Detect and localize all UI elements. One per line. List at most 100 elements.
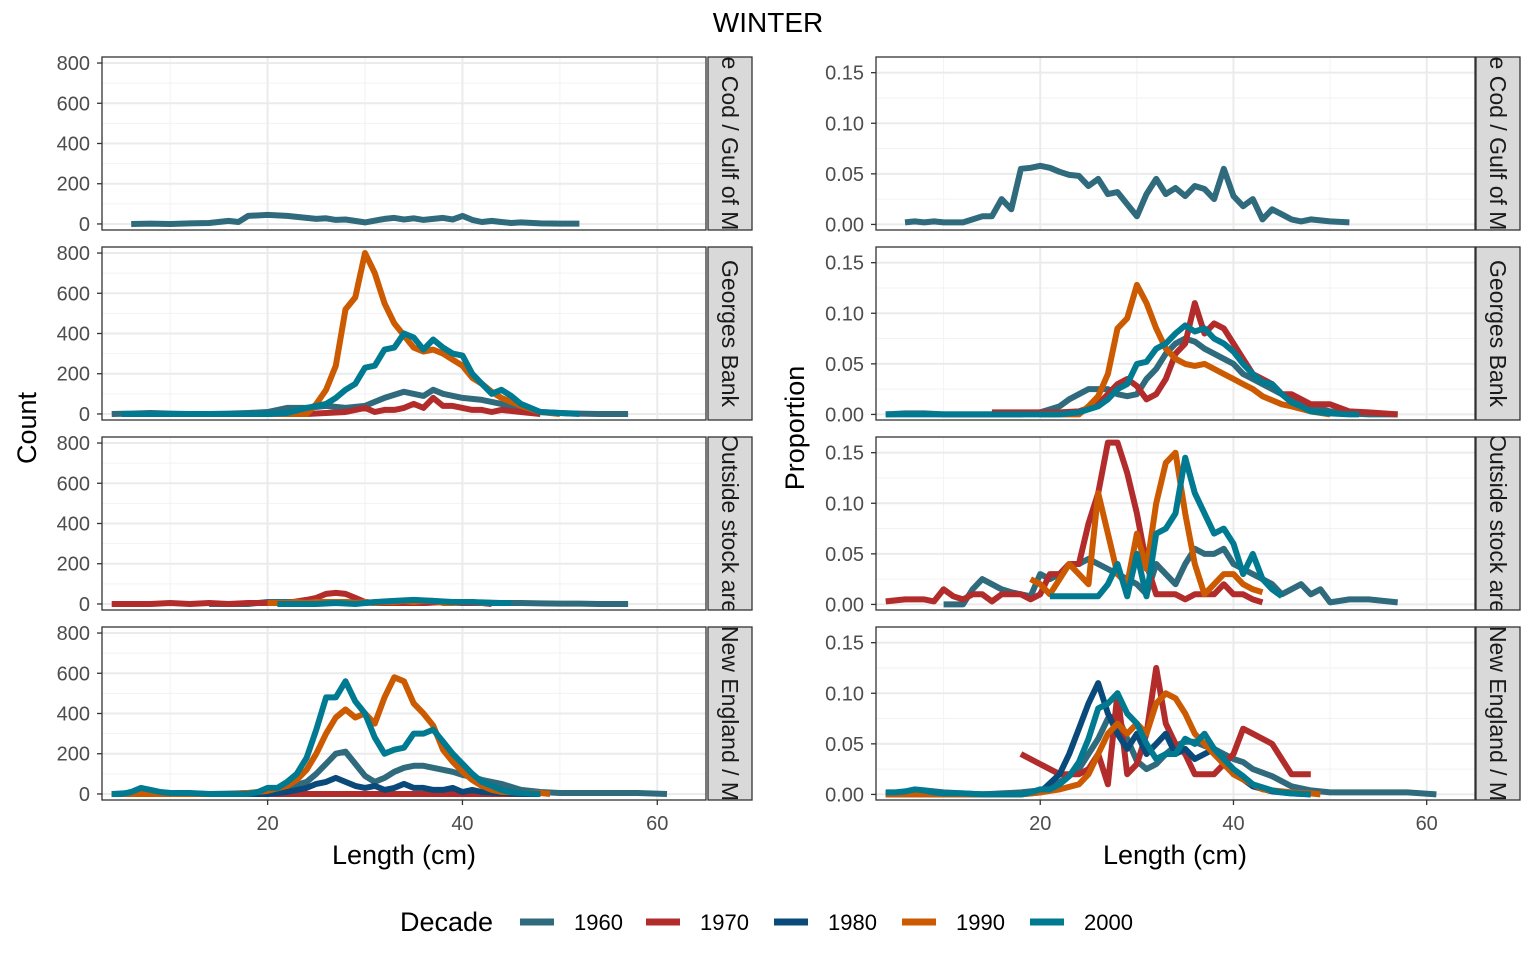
facet-strip-text-wrap: New England / M: [717, 626, 743, 801]
panel-border: [875, 626, 1476, 801]
facet-panel-proportion-1: 0.00 0.05 0.10 0.15 Georges Bank: [825, 246, 1521, 426]
y-tick-label: 600: [57, 473, 90, 495]
legend-label-1980: 1980: [828, 910, 877, 935]
y-tick-label: 0.05: [825, 354, 864, 376]
y-tick-label: 200: [57, 364, 90, 386]
y-tick-label: 800: [57, 623, 90, 645]
x-tick-label: 40: [1222, 813, 1244, 835]
series-line-2000: [1049, 454, 1284, 600]
facet-strip-text-wrap: e Cod / Gulf of M: [717, 57, 743, 231]
plot-background: [876, 57, 1475, 230]
facet-strip-background: [707, 246, 753, 421]
facet-strip-label: Outside stock are: [1485, 434, 1511, 613]
y-tick-label: 0.00: [825, 214, 864, 236]
y-tick-label: 200: [57, 554, 90, 576]
facet-strip-label: e Cod / Gulf of M: [717, 57, 743, 231]
facet-strip: New England / M: [1475, 626, 1521, 801]
x-tick-label: 60: [646, 813, 668, 835]
series-line-1990: [1040, 281, 1331, 418]
y-tick-label: 600: [57, 283, 90, 305]
y-tick-label: 200: [57, 174, 90, 196]
y-tick-label: 800: [57, 433, 90, 455]
x-tick-label: 20: [1029, 813, 1051, 835]
legend-item-1960: 1960: [520, 910, 623, 935]
series-line-2000: [277, 596, 512, 607]
facet-panel-proportion-2: 0.00 0.05 0.10 0.15 Outside stock are: [825, 434, 1521, 616]
panel-border: [875, 436, 1476, 611]
y-tick-label: 800: [57, 243, 90, 265]
panel-border: [875, 246, 1476, 421]
facet-strip-background: [707, 436, 753, 611]
x-tick-label: 40: [451, 813, 473, 835]
facet-panel-proportion-0: 0.00 0.05 0.10 0.15 e Cod / Gulf of M: [825, 56, 1521, 236]
facet-strip-background: [1475, 626, 1521, 801]
facet-strip-label: Georges Bank: [1485, 260, 1511, 408]
x-axis-label-proportion: Length (cm): [1103, 840, 1247, 870]
facet-strip-text-wrap: Outside stock are: [1485, 434, 1511, 613]
facet-strip-text-wrap: New England / M: [1485, 626, 1511, 801]
y-tick-label: 800: [57, 53, 90, 75]
y-tick-label: 0.10: [825, 113, 864, 135]
y-tick-label: 0.00: [825, 784, 864, 806]
series-line-1960: [131, 211, 580, 227]
facet-strip: Outside stock are: [1475, 434, 1521, 613]
y-tick-label: 0.05: [825, 734, 864, 756]
facet-strip: New England / M: [707, 626, 753, 801]
facet-strip: Georges Bank: [707, 246, 753, 421]
facet-strip: e Cod / Gulf of M: [1475, 56, 1521, 231]
x-axis-label-count: Length (cm): [332, 840, 476, 870]
y-tick-label: 0.15: [825, 253, 864, 275]
series-line-2000: [885, 322, 1360, 418]
legend-item-1980: 1980: [774, 910, 877, 935]
legend-label-1990: 1990: [956, 910, 1005, 935]
facet-strip-text-wrap: Georges Bank: [1485, 260, 1511, 408]
facet-strip-background: [707, 626, 753, 801]
y-tick-label: 0.10: [825, 683, 864, 705]
series-line-2000: [111, 678, 541, 797]
facet-strip-background: [1475, 436, 1521, 611]
panel-border: [875, 56, 1476, 231]
facet-strip: e Cod / Gulf of M: [707, 56, 753, 231]
facet-panel-proportion-3: 0.00 0.05 0.10 0.15 New England / M 20 40 60: [825, 626, 1521, 835]
series-line-2000: [885, 690, 1311, 798]
x-tick-label: 20: [256, 813, 278, 835]
y-tick-label: 600: [57, 663, 90, 685]
y-tick-label: 0.10: [825, 493, 864, 515]
series-line-1990: [1029, 449, 1264, 598]
facet-strip-label: New England / M: [1485, 626, 1511, 801]
y-tick-label: 0.05: [825, 164, 864, 186]
plot-background: [876, 627, 1475, 800]
y-tick-label: 600: [57, 93, 90, 115]
facet-strip-text-wrap: e Cod / Gulf of M: [1485, 57, 1511, 231]
x-tick-label: 60: [1416, 813, 1438, 835]
facet-panel-count-2: 0 200 400 600 800 Outside stock are: [57, 433, 753, 616]
series-line-1990: [267, 250, 561, 417]
legend-item-2000: 2000: [1030, 910, 1133, 935]
y-tick-label: 0.15: [825, 63, 864, 85]
facet-strip: Georges Bank: [1475, 246, 1521, 421]
y-tick-label: 400: [57, 704, 90, 726]
y-axis-label-count: Count: [12, 391, 42, 464]
legend-label-2000: 2000: [1084, 910, 1133, 935]
legend-item-1990: 1990: [902, 910, 1005, 935]
y-tick-label: 0: [79, 784, 90, 806]
facet-strip: Outside stock are: [707, 434, 753, 613]
y-tick-label: 400: [57, 324, 90, 346]
facet-strip-label: Outside stock are: [717, 434, 743, 613]
chart-title: WINTER: [713, 7, 823, 38]
legend-item-1970: 1970: [646, 910, 749, 935]
facet-strip-background: [1475, 56, 1521, 231]
facet-strip-label: e Cod / Gulf of M: [1485, 57, 1511, 231]
legend-title: Decade: [400, 907, 493, 937]
y-tick-label: 0: [79, 214, 90, 236]
y-axis-label-proportion: Proportion: [780, 366, 810, 491]
facet-strip-label: New England / M: [717, 626, 743, 801]
series-line-2000: [121, 330, 580, 417]
y-tick-label: 0.05: [825, 544, 864, 566]
facet-panel-count-3: 0 200 400 600 800 New England / M 20 40 60: [57, 623, 753, 835]
facet-strip-background: [1475, 246, 1521, 421]
y-tick-label: 0.15: [825, 633, 864, 655]
legend-label-1960: 1960: [574, 910, 623, 935]
